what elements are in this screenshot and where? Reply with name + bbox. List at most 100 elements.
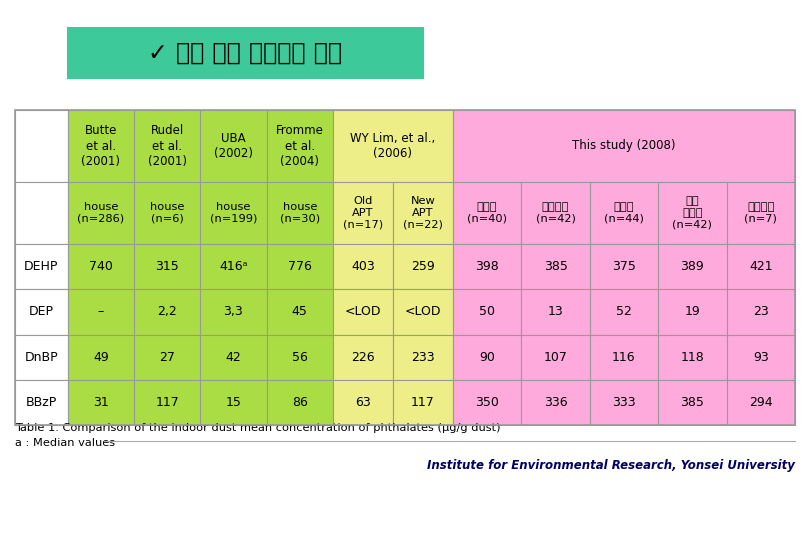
Bar (15, 182, 67, 244)
Text: house
(n=286): house (n=286) (77, 202, 125, 224)
Bar (659, 380, 727, 425)
Text: –: – (98, 306, 104, 319)
Text: This study (2008): This study (2008) (572, 139, 676, 152)
Bar (134, 289, 200, 334)
Bar (15, 110, 67, 182)
Bar (333, 334, 393, 380)
Text: 116: 116 (612, 350, 636, 363)
Bar (15, 334, 67, 380)
Text: 50: 50 (479, 306, 495, 319)
Bar (333, 244, 393, 289)
Bar (266, 244, 333, 289)
Bar (15, 244, 67, 289)
Text: WY Lim, et al.,
(2006): WY Lim, et al., (2006) (350, 132, 436, 160)
Text: 350: 350 (475, 396, 499, 409)
Bar (522, 182, 590, 244)
Text: DnBP: DnBP (24, 350, 58, 363)
Bar (266, 334, 333, 380)
Text: house
(n=6): house (n=6) (150, 202, 185, 224)
Bar (67, 334, 134, 380)
Bar (200, 289, 266, 334)
Text: 49: 49 (93, 350, 109, 363)
Bar (67, 380, 134, 425)
Text: 2,2: 2,2 (157, 306, 177, 319)
Bar (727, 289, 795, 334)
Bar (266, 289, 333, 334)
Bar (727, 182, 795, 244)
Bar (333, 380, 393, 425)
Text: 117: 117 (156, 396, 179, 409)
Bar (67, 244, 134, 289)
Text: 23: 23 (753, 306, 769, 319)
Bar (590, 182, 659, 244)
Bar (659, 289, 727, 334)
Text: 56: 56 (292, 350, 308, 363)
Text: 52: 52 (616, 306, 632, 319)
Text: Rudel
et al.
(2001): Rudel et al. (2001) (147, 125, 186, 167)
Bar (727, 244, 795, 289)
Text: 389: 389 (680, 260, 704, 273)
Text: house
(n=30): house (n=30) (279, 202, 320, 224)
Text: Table 1. Comparison of the indoor dust mean concentration of phthalates (μg/g du: Table 1. Comparison of the indoor dust m… (15, 423, 501, 433)
Text: 385: 385 (544, 260, 568, 273)
Text: 107: 107 (544, 350, 568, 363)
Bar (266, 110, 333, 182)
Bar (393, 334, 453, 380)
Bar (590, 334, 659, 380)
Text: Old
APT
(n=17): Old APT (n=17) (343, 197, 383, 230)
Text: 740: 740 (89, 260, 113, 273)
Bar (453, 182, 522, 244)
Bar (200, 182, 266, 244)
Text: 403: 403 (351, 260, 375, 273)
Text: 유치원
(n=44): 유치원 (n=44) (604, 202, 644, 224)
Bar (522, 334, 590, 380)
Bar (590, 289, 659, 334)
Bar (453, 380, 522, 425)
Text: 226: 226 (351, 350, 375, 363)
Text: 233: 233 (411, 350, 435, 363)
Text: 398: 398 (475, 260, 499, 273)
Bar (200, 380, 266, 425)
Text: 93: 93 (753, 350, 769, 363)
Bar (590, 380, 659, 425)
Text: 실내
놀이터
(n=42): 실내 놀이터 (n=42) (672, 197, 712, 230)
Bar (333, 182, 393, 244)
Text: DEHP: DEHP (24, 260, 58, 273)
Text: 15: 15 (225, 396, 241, 409)
Bar (453, 110, 795, 182)
Bar (266, 182, 333, 244)
Bar (393, 182, 453, 244)
Bar (134, 334, 200, 380)
Text: 333: 333 (612, 396, 636, 409)
Text: 315: 315 (156, 260, 179, 273)
Bar (659, 334, 727, 380)
Bar (266, 380, 333, 425)
Text: 336: 336 (544, 396, 567, 409)
Bar (522, 244, 590, 289)
Text: 13: 13 (548, 306, 564, 319)
Text: 19: 19 (684, 306, 700, 319)
Text: 776: 776 (288, 260, 312, 273)
Text: 놀이방
(n=40): 놀이방 (n=40) (467, 202, 507, 224)
Text: 45: 45 (292, 306, 308, 319)
Text: a : Median values: a : Median values (15, 438, 115, 448)
Bar (15, 289, 67, 334)
Bar (393, 380, 453, 425)
Text: Fromme
et al.
(2004): Fromme et al. (2004) (275, 125, 324, 167)
Text: 294: 294 (749, 396, 773, 409)
Bar (67, 182, 134, 244)
Text: New
APT
(n=22): New APT (n=22) (403, 197, 443, 230)
Bar (333, 110, 453, 182)
Text: 27: 27 (160, 350, 175, 363)
Bar (453, 334, 522, 380)
Text: 385: 385 (680, 396, 705, 409)
Text: 416ᵃ: 416ᵃ (220, 260, 248, 273)
Text: <LOD: <LOD (344, 306, 382, 319)
Bar (727, 380, 795, 425)
Bar (393, 289, 453, 334)
Text: 259: 259 (411, 260, 435, 273)
Text: 86: 86 (292, 396, 308, 409)
Text: DEP: DEP (29, 306, 53, 319)
Text: house
(n=199): house (n=199) (210, 202, 257, 224)
Bar (134, 110, 200, 182)
